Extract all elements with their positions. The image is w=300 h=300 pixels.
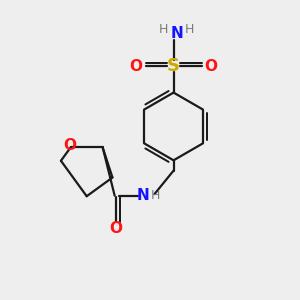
Text: O: O [205, 58, 218, 74]
Text: H: H [151, 189, 160, 202]
Text: H: H [159, 23, 168, 36]
Text: N: N [170, 26, 183, 41]
Text: O: O [110, 220, 123, 236]
Text: O: O [63, 138, 76, 153]
Text: O: O [130, 58, 143, 74]
Text: S: S [167, 57, 180, 75]
Text: N: N [137, 188, 150, 203]
Text: H: H [185, 23, 194, 36]
